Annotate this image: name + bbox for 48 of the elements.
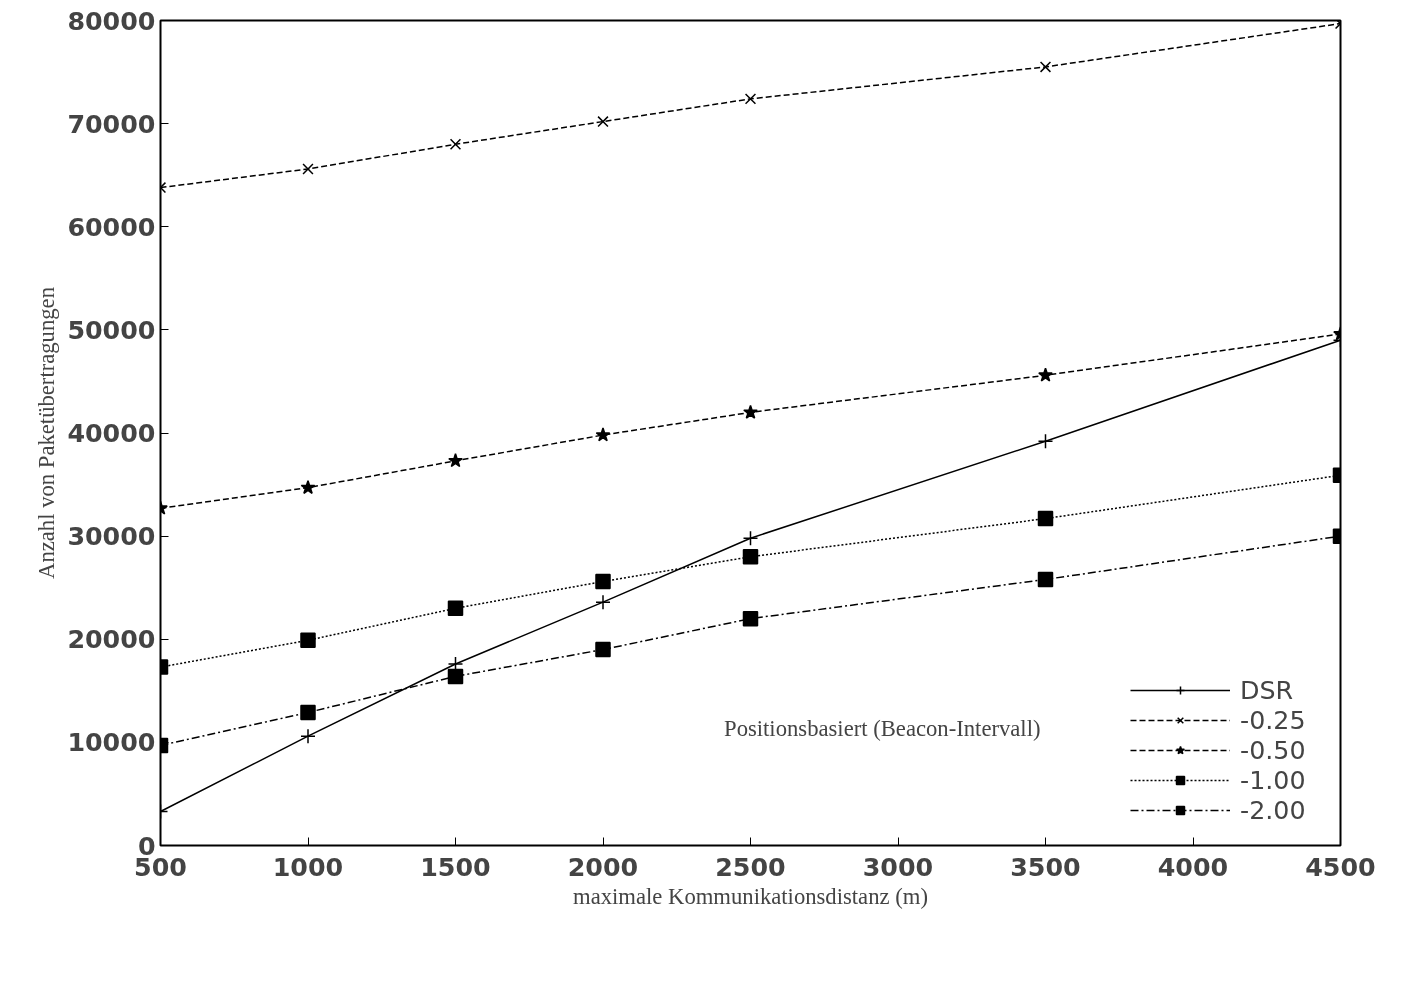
y-axis-title: Anzahl von Paketübertragungen bbox=[34, 287, 60, 579]
point bbox=[742, 610, 759, 627]
x-tick-label: 4000 bbox=[1157, 851, 1229, 882]
x-tick-label: 4500 bbox=[1305, 851, 1376, 882]
y-tick-label: 10000 bbox=[67, 727, 156, 758]
point bbox=[744, 93, 757, 105]
y-tick-label: 80000 bbox=[67, 5, 156, 36]
point bbox=[1037, 571, 1054, 588]
x-tick-label: 3000 bbox=[862, 851, 934, 882]
point bbox=[743, 404, 758, 419]
point bbox=[595, 594, 611, 610]
point bbox=[449, 138, 462, 150]
y-tick-label: 50000 bbox=[67, 314, 156, 345]
x-tick-label: 1500 bbox=[420, 851, 491, 882]
point bbox=[302, 163, 314, 175]
point bbox=[300, 632, 316, 649]
y-tick-label: 40000 bbox=[67, 418, 156, 448]
point bbox=[595, 427, 611, 442]
point bbox=[1039, 61, 1052, 73]
point bbox=[300, 728, 316, 744]
legend-label: -2.00 bbox=[1240, 795, 1307, 825]
point bbox=[447, 668, 464, 685]
point bbox=[300, 704, 316, 721]
x-axis-title: maximale Kommunikationsdistanz (m) bbox=[573, 883, 928, 909]
x-tick-label: 1000 bbox=[272, 851, 344, 882]
point bbox=[595, 641, 611, 658]
legend-title: Positionsbasiert (Beacon-Intervall) bbox=[724, 715, 1041, 741]
point bbox=[1037, 510, 1054, 527]
point bbox=[742, 530, 759, 546]
y-tick-label: 30000 bbox=[67, 521, 156, 552]
x-tick-label: 2000 bbox=[567, 851, 639, 882]
point bbox=[447, 600, 464, 617]
x-tick-label: 3500 bbox=[1010, 851, 1081, 882]
y-tick-label: 60000 bbox=[67, 211, 156, 242]
point bbox=[742, 549, 759, 565]
point bbox=[1038, 367, 1053, 382]
legend-label: -1.00 bbox=[1240, 765, 1307, 795]
point bbox=[448, 453, 463, 468]
point bbox=[595, 573, 611, 590]
point bbox=[1037, 433, 1054, 449]
point bbox=[300, 479, 316, 495]
legend-label: -0.50 bbox=[1240, 735, 1307, 765]
legend-label: DSR bbox=[1240, 675, 1295, 705]
y-tick-label: 70000 bbox=[67, 108, 156, 139]
x-tick-label: 2500 bbox=[715, 851, 786, 882]
y-tick-label: 20000 bbox=[67, 624, 156, 655]
legend-label: -0.25 bbox=[1240, 705, 1307, 735]
point bbox=[597, 115, 609, 128]
